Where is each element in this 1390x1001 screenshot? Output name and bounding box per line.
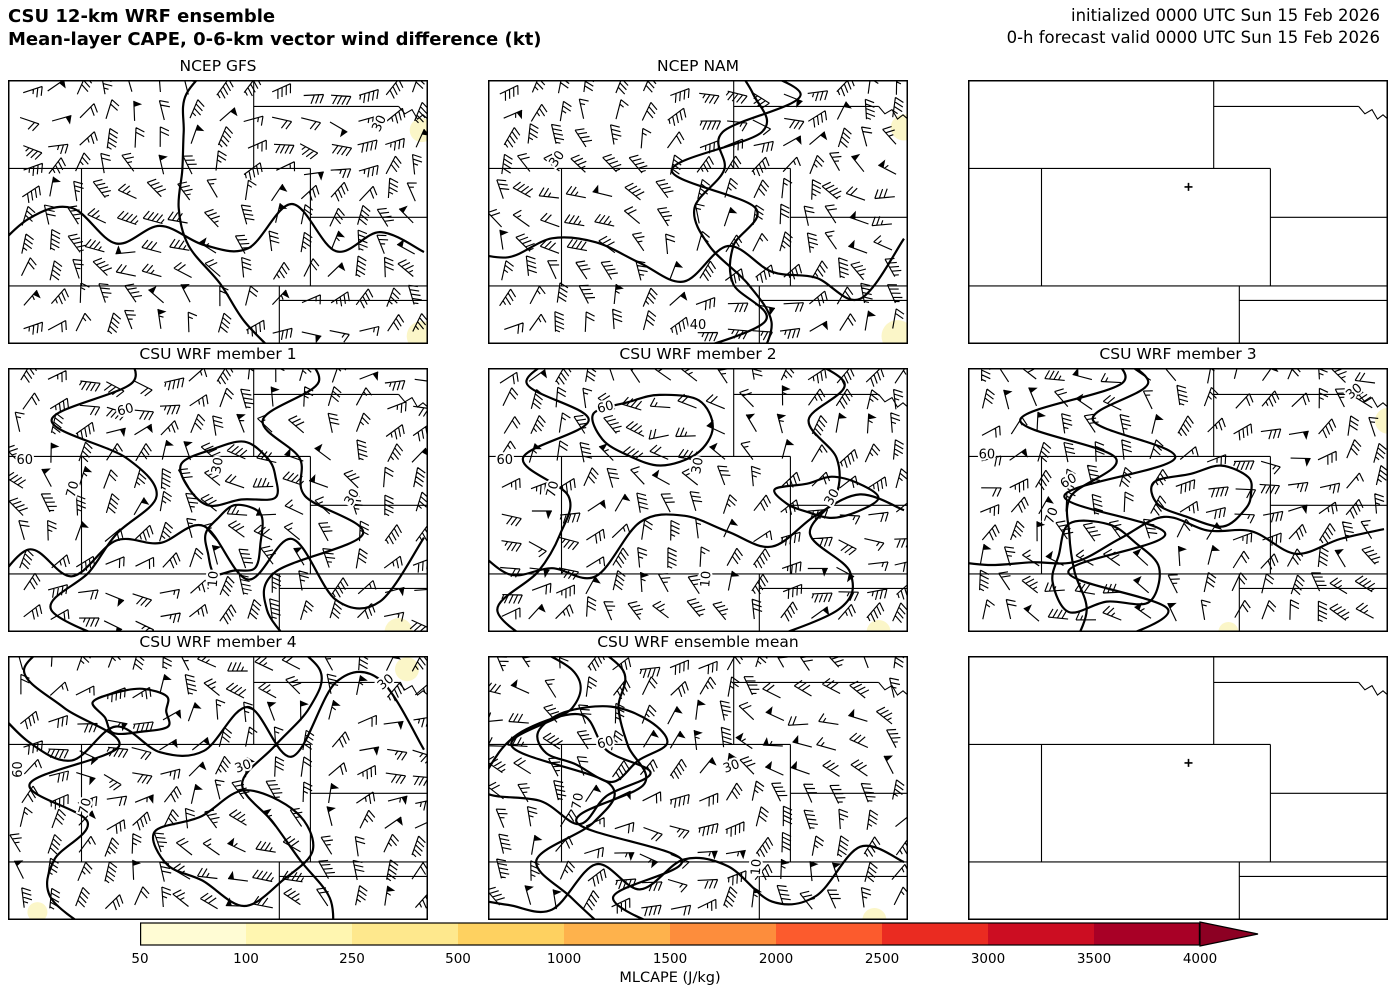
colorbar-tick-2500: 2500 — [864, 951, 900, 967]
colorbar-tick-500: 500 — [445, 951, 471, 967]
contour-label: 30 — [369, 113, 390, 134]
contour-label: 70 — [1042, 505, 1062, 526]
panel-frame — [968, 368, 1388, 632]
panel-frame — [968, 656, 1388, 920]
cape-shading — [406, 118, 428, 344]
contour-label: 60 — [979, 448, 996, 463]
wind-barbs-layer — [979, 368, 1388, 623]
panel-map-ncep-gfs: 30 — [8, 80, 428, 344]
panel-title-csu-wrf-member-1: CSU WRF member 1 — [139, 345, 297, 363]
colorbar-tick-1000: 1000 — [546, 951, 582, 967]
contour-label: 30 — [1343, 381, 1365, 403]
panel-title-csu-wrf-member-2: CSU WRF member 2 — [619, 345, 777, 363]
colorbar — [140, 921, 1272, 953]
panel-frame — [8, 368, 428, 632]
panel-title-csu-wrf-member-4: CSU WRF member 4 — [139, 633, 297, 651]
contour-label: 30 — [209, 456, 227, 475]
cape-shading — [862, 908, 887, 920]
contour-label: 30 — [546, 148, 568, 170]
wind-barbs-layer — [9, 656, 428, 911]
state-borders — [488, 80, 908, 344]
colorbar-tick-100: 100 — [233, 951, 259, 967]
figure-header-right: initialized 0000 UTC Sun 15 Feb 2026 0-h… — [1007, 5, 1380, 49]
colorbar-svg — [140, 921, 1259, 947]
contour-label: 30 — [721, 757, 742, 777]
contour-label: 60 — [17, 453, 34, 468]
state-borders — [8, 80, 428, 344]
state-borders — [968, 656, 1388, 920]
panel-frame — [968, 80, 1388, 344]
cape-shading — [881, 114, 908, 344]
contour-layer — [488, 656, 905, 920]
contour-label: 70 — [544, 479, 563, 499]
contour-label: 70 — [569, 792, 587, 811]
wind-barbs-layer — [488, 80, 905, 342]
colorbar-tick-2000: 2000 — [758, 951, 794, 967]
state-borders — [968, 80, 1388, 344]
panel-frame — [488, 80, 908, 344]
panel-map-empty-2 — [968, 80, 1388, 344]
colorbar-tick-250: 250 — [339, 951, 365, 967]
location-marker — [1184, 182, 1193, 191]
state-borders — [8, 656, 428, 920]
colorbar-extend-arrow — [1199, 921, 1259, 947]
contour-layer — [8, 656, 425, 920]
cape-shading — [384, 618, 413, 632]
panel-title-csu-wrf-ensemble-mean: CSU WRF ensemble mean — [597, 633, 799, 651]
contour-label: 10 — [206, 570, 222, 588]
contour-label: 70 — [64, 479, 83, 499]
colorbar-tick-3000: 3000 — [970, 951, 1006, 967]
panel-frame — [8, 80, 428, 344]
panel-frame — [8, 656, 428, 920]
valid-time-text: 0-h forecast valid 0000 UTC Sun 15 Feb 2… — [1006, 27, 1380, 47]
contour-label: 30 — [689, 456, 707, 475]
cape-shading — [1218, 407, 1388, 632]
wind-barbs-layer — [8, 368, 428, 632]
colorbar-tick-3500: 3500 — [1076, 951, 1112, 967]
contour-label: 10 — [749, 858, 765, 876]
contour-label: 70 — [76, 797, 95, 817]
location-marker — [1184, 758, 1193, 767]
init-time-text: initialized 0000 UTC Sun 15 Feb 2026 — [1070, 6, 1380, 25]
wind-barbs-layer — [488, 656, 908, 917]
state-borders — [488, 368, 908, 632]
panel-title-ncep-gfs: NCEP GFS — [179, 57, 257, 75]
contour-label: 60 — [596, 734, 616, 753]
colorbar-label: MLCAPE (J/kg) — [619, 970, 721, 986]
panel-frame — [488, 656, 908, 920]
wind-barbs-layer — [499, 368, 908, 623]
colorbar-tick-50: 50 — [131, 951, 149, 967]
colorbar-tick-4000: 4000 — [1182, 951, 1218, 967]
figure-header-left: CSU 12-km WRF ensemble Mean-layer CAPE, … — [8, 5, 542, 51]
state-borders — [968, 368, 1388, 632]
contour-label: 60 — [11, 761, 26, 778]
contour-label: 60 — [116, 401, 136, 420]
contour-label: 60 — [497, 453, 514, 468]
figure-subtitle: Mean-layer CAPE, 0-6-km vector wind diff… — [8, 29, 542, 51]
panel-title-ncep-nam: NCEP NAM — [656, 57, 740, 75]
colorbar-tick-1500: 1500 — [652, 951, 688, 967]
panel-map-ncep-nam: 30 40 — [488, 80, 908, 344]
panel-frame — [488, 368, 908, 632]
contour-label: 40 — [690, 318, 707, 333]
cape-shading — [866, 620, 891, 632]
contour-label: 10 — [698, 570, 714, 588]
figure-title: CSU 12-km WRF ensemble — [8, 6, 276, 27]
panel-title-csu-wrf-member-3: CSU WRF member 3 — [1099, 345, 1257, 363]
wind-barbs-layer — [19, 80, 428, 344]
panel-map-csu-wrf-ensemble-mean: 60 70 30 10 — [488, 656, 908, 920]
cape-shading — [27, 657, 419, 920]
contour-label: 60 — [596, 398, 616, 417]
contour-layer — [968, 368, 1385, 632]
panel-map-empty-8 — [968, 656, 1388, 920]
